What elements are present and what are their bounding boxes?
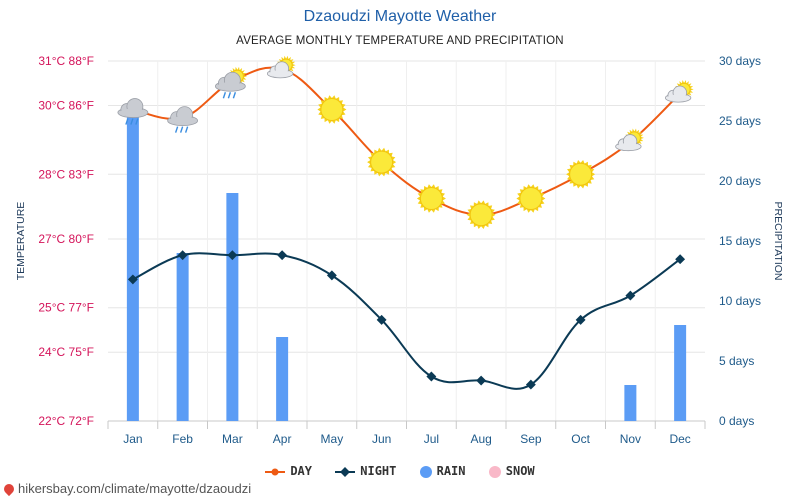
- night-point-11: [675, 254, 686, 265]
- night-point-3: [277, 250, 288, 261]
- x-tick-label-7: Aug: [470, 432, 491, 446]
- x-tick-label-9: Oct: [571, 432, 590, 446]
- chart-title: Dzaoudzi Mayotte Weather: [303, 8, 497, 25]
- cloud-sun-icon: [664, 80, 694, 103]
- y-axis-title: TEMPERATURE: [15, 202, 27, 281]
- x-tick-label-1: Feb: [172, 432, 193, 446]
- sun-icon: [516, 184, 546, 213]
- legend-night-label: NIGHT: [360, 464, 397, 478]
- rain-bar-1: [176, 253, 189, 421]
- y2-tick-label-1: 5 days: [719, 354, 754, 368]
- legend-item-day[interactable]: DAY: [265, 464, 312, 478]
- y-tick-label-0: 22°C 72°F: [38, 414, 94, 428]
- y2-tick-label-5: 25 days: [719, 114, 761, 128]
- x-tick-label-8: Sep: [520, 432, 542, 446]
- x-tick-label-3: Apr: [273, 432, 292, 446]
- night-point-0: [127, 274, 138, 285]
- night-point-8: [525, 379, 536, 390]
- night-point-5: [376, 314, 387, 325]
- x-tick-label-11: Dec: [669, 432, 690, 446]
- legend-rain-label: RAIN: [436, 464, 466, 478]
- cloud-rain-icon: [117, 98, 149, 125]
- x-tick-label-10: Nov: [620, 432, 641, 446]
- y-tick-label-5: 30°C 86°F: [38, 98, 94, 112]
- legend-item-snow[interactable]: SNOW: [488, 464, 535, 478]
- x-tick-label-5: Jun: [372, 432, 391, 446]
- legend-item-rain[interactable]: RAIN: [419, 464, 466, 478]
- sun-icon: [466, 200, 496, 229]
- y-tick-label-2: 25°C 77°F: [38, 301, 94, 315]
- legend-day-symbol: [265, 468, 286, 475]
- night-point-7: [476, 375, 487, 386]
- night-point-2: [227, 250, 238, 261]
- night-point-9: [575, 314, 586, 325]
- location-pin-icon: [1, 481, 17, 497]
- sun-icon: [317, 95, 347, 124]
- chart-subtitle: AVERAGE MONTHLY TEMPERATURE AND PRECIPIT…: [236, 35, 564, 47]
- y-tick-label-4: 28°C 83°F: [38, 167, 94, 181]
- x-tick-label-6: Jul: [424, 432, 439, 446]
- y2-axis-title: PRECIPITATION: [772, 202, 784, 281]
- rain-bar-2: [226, 193, 239, 421]
- night-point-6: [426, 371, 437, 382]
- rain-bar-0: [126, 109, 139, 421]
- chart-legend: DAY NIGHT RAIN SNOW: [0, 464, 800, 478]
- y2-tick-label-4: 20 days: [719, 174, 761, 188]
- source-link[interactable]: hikersbay.com/climate/mayotte/dzaoudzi: [1, 481, 252, 497]
- legend-day-label: DAY: [290, 464, 313, 478]
- rain-bar-3: [276, 337, 289, 421]
- x-tick-label-4: May: [321, 432, 344, 446]
- cloud-sun-rain-icon: [214, 66, 247, 99]
- rain-bar-10: [624, 385, 637, 421]
- y2-tick-label-0: 0 days: [719, 414, 754, 428]
- night-point-4: [326, 270, 337, 281]
- y-tick-label-1: 24°C 75°F: [38, 345, 94, 359]
- legend-snow-label: SNOW: [505, 464, 535, 478]
- legend-item-night[interactable]: NIGHT: [335, 464, 396, 478]
- y-tick-label-6: 31°C 88°F: [38, 54, 94, 68]
- rain-bar-11: [674, 325, 687, 421]
- sun-icon: [416, 184, 446, 213]
- y2-tick-label-2: 10 days: [719, 294, 761, 308]
- y2-tick-label-3: 15 days: [719, 234, 761, 248]
- source-link-text: hikersbay.com/climate/mayotte/dzaoudzi: [18, 481, 252, 496]
- night-point-1: [177, 250, 188, 261]
- cloud-sun-icon: [615, 128, 644, 152]
- cloud-rain-icon: [167, 106, 199, 133]
- sun-icon: [367, 147, 397, 177]
- x-tick-label-0: Jan: [123, 432, 142, 446]
- y-tick-label-3: 27°C 80°F: [38, 232, 94, 246]
- sun-icon: [566, 160, 596, 189]
- legend-rain-symbol: [419, 465, 432, 478]
- legend-night-symbol: [335, 466, 356, 477]
- cloud-sun-icon: [266, 55, 296, 79]
- night-point-10: [625, 290, 636, 301]
- x-tick-label-2: Mar: [222, 432, 243, 446]
- y2-tick-label-6: 30 days: [719, 54, 761, 68]
- legend-snow-symbol: [488, 465, 501, 478]
